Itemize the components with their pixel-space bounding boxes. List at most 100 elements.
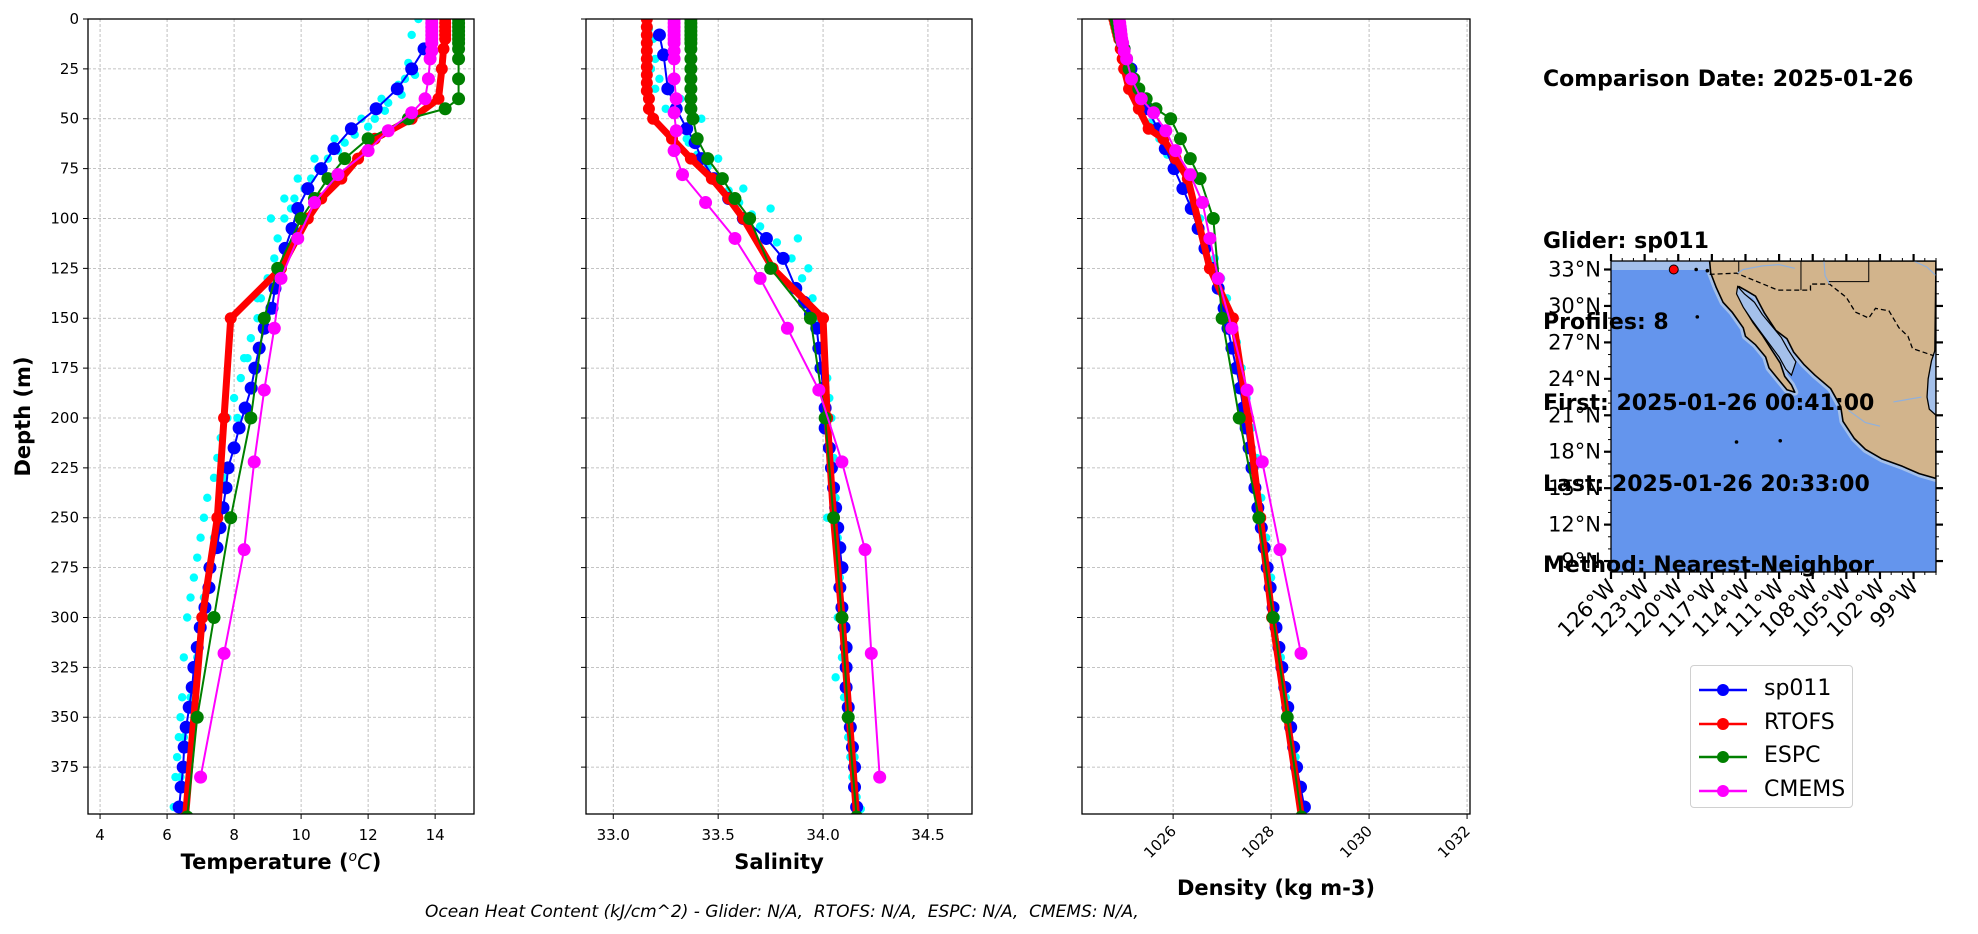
y-tick-label: 300 bbox=[50, 608, 79, 626]
profile-dot bbox=[266, 214, 276, 223]
data-point bbox=[1147, 106, 1161, 120]
data-point bbox=[218, 411, 231, 424]
profile-dot bbox=[755, 222, 765, 231]
data-point bbox=[369, 102, 383, 116]
data-point bbox=[435, 62, 448, 75]
glider-position-marker bbox=[1668, 264, 1679, 275]
profile-dot bbox=[772, 238, 782, 247]
data-point bbox=[438, 102, 452, 116]
data-point bbox=[181, 810, 193, 814]
profile-dot bbox=[380, 106, 390, 115]
data-point bbox=[1215, 311, 1229, 325]
data-point bbox=[338, 152, 352, 166]
profile-dot bbox=[233, 413, 242, 423]
profile-dot bbox=[797, 274, 807, 283]
map-lat-label: 33°N bbox=[1548, 258, 1601, 282]
data-point bbox=[1280, 710, 1294, 724]
comparison-date: Comparison Date: 2025-01-26 bbox=[1543, 67, 1914, 92]
info-box: Comparison Date: 2025-01-26 Glider: sp01… bbox=[1543, 12, 1913, 606]
river bbox=[1893, 396, 1922, 403]
data-point bbox=[647, 112, 660, 125]
data-point bbox=[421, 72, 435, 86]
profile-dot bbox=[655, 74, 664, 84]
state-line bbox=[1828, 261, 1870, 283]
river bbox=[1823, 261, 1831, 285]
profile-dot bbox=[199, 513, 209, 522]
profile-dot bbox=[651, 54, 660, 64]
x-tick-label: 33.0 bbox=[597, 826, 630, 844]
data-point bbox=[331, 168, 345, 182]
legend-swatch-espc bbox=[1699, 751, 1747, 763]
data-point bbox=[294, 211, 308, 225]
data-point bbox=[652, 28, 666, 42]
data-point bbox=[676, 168, 689, 182]
data-point bbox=[1132, 102, 1145, 115]
profile-dot bbox=[340, 138, 349, 147]
river bbox=[1737, 264, 1795, 274]
data-point bbox=[743, 211, 757, 225]
profile-dot bbox=[273, 234, 282, 243]
island bbox=[1734, 440, 1739, 444]
series-rtofs bbox=[180, 19, 452, 814]
data-point bbox=[1232, 411, 1246, 425]
data-point bbox=[194, 770, 208, 784]
data-point bbox=[238, 401, 252, 415]
map-lat-label: 21°N bbox=[1548, 403, 1601, 427]
profile-dot bbox=[357, 114, 366, 123]
series-cmems bbox=[1112, 19, 1308, 660]
profile-dot bbox=[290, 194, 299, 203]
profile-dot bbox=[787, 254, 796, 263]
data-point bbox=[684, 152, 697, 165]
data-point bbox=[858, 543, 872, 557]
data-point bbox=[418, 92, 432, 106]
data-point bbox=[1142, 122, 1155, 135]
salinity-panel: 33.0 33.5 34.0 34.5 Salinity bbox=[581, 18, 973, 874]
profile-dot bbox=[831, 673, 840, 682]
map-lat-label: 15°N bbox=[1548, 476, 1601, 500]
data-point bbox=[705, 172, 718, 185]
data-point bbox=[835, 610, 849, 624]
data-point bbox=[274, 271, 288, 285]
legend-label-rtofs: RTOFS bbox=[1764, 710, 1835, 735]
data-point bbox=[1173, 132, 1187, 146]
series-cmems bbox=[667, 19, 887, 784]
data-point bbox=[667, 72, 681, 86]
x-tick-label: 10 bbox=[292, 826, 311, 844]
data-point bbox=[405, 62, 419, 76]
profile-dot bbox=[330, 134, 339, 143]
data-point bbox=[314, 162, 328, 176]
data-point bbox=[211, 511, 224, 524]
map-content bbox=[1611, 261, 1936, 572]
profile-dot bbox=[804, 264, 813, 273]
data-point bbox=[291, 231, 305, 245]
profile-dot bbox=[682, 134, 691, 143]
data-point bbox=[642, 102, 655, 115]
series-cmems bbox=[194, 19, 439, 784]
data-point bbox=[1295, 810, 1308, 814]
last-time: Last: 2025-01-26 20:33:00 bbox=[1543, 472, 1870, 497]
data-point bbox=[873, 770, 887, 784]
series-espc bbox=[181, 19, 466, 814]
y-tick-label: 175 bbox=[50, 359, 79, 377]
x-tick-label: 6 bbox=[162, 826, 172, 844]
data-point bbox=[686, 112, 700, 126]
x-axis-label: Temperature (oC) bbox=[181, 849, 382, 874]
data-point bbox=[452, 72, 466, 86]
legend-label-cmems: CMEMS bbox=[1764, 777, 1846, 802]
data-point bbox=[753, 271, 767, 285]
island bbox=[1695, 315, 1700, 319]
data-point bbox=[864, 646, 878, 660]
profile-dot bbox=[203, 493, 212, 502]
map-lat-label: 18°N bbox=[1548, 440, 1601, 464]
data-point bbox=[1294, 646, 1308, 660]
profile-dot bbox=[280, 194, 289, 203]
data-point bbox=[642, 92, 655, 105]
profile-dot bbox=[186, 593, 195, 602]
data-point bbox=[850, 810, 863, 814]
data-point bbox=[439, 32, 452, 45]
data-point bbox=[237, 543, 251, 557]
info-spacer bbox=[1543, 147, 1913, 174]
data-point bbox=[1193, 172, 1207, 186]
data-point bbox=[1225, 321, 1239, 335]
